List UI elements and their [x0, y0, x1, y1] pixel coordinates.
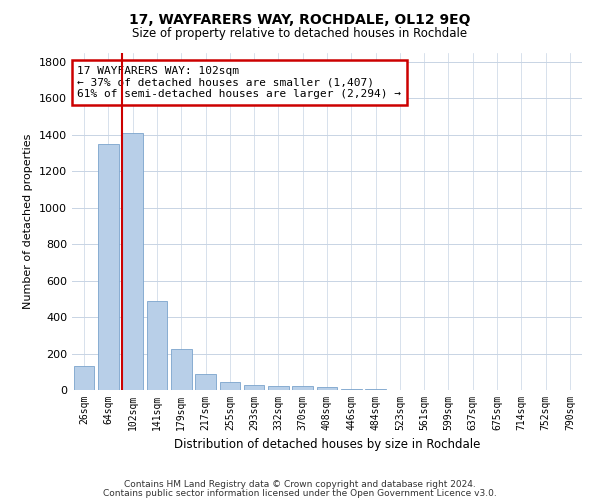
- Bar: [220, 382, 240, 390]
- Bar: [341, 388, 362, 390]
- Bar: [195, 374, 216, 390]
- Bar: [292, 386, 313, 390]
- Bar: [171, 349, 191, 390]
- X-axis label: Distribution of detached houses by size in Rochdale: Distribution of detached houses by size …: [174, 438, 480, 452]
- Text: 17, WAYFARERS WAY, ROCHDALE, OL12 9EQ: 17, WAYFARERS WAY, ROCHDALE, OL12 9EQ: [129, 12, 471, 26]
- Bar: [74, 366, 94, 390]
- Bar: [268, 386, 289, 390]
- Bar: [317, 388, 337, 390]
- Y-axis label: Number of detached properties: Number of detached properties: [23, 134, 34, 309]
- Text: Size of property relative to detached houses in Rochdale: Size of property relative to detached ho…: [133, 28, 467, 40]
- Text: Contains HM Land Registry data © Crown copyright and database right 2024.: Contains HM Land Registry data © Crown c…: [124, 480, 476, 489]
- Bar: [146, 300, 167, 390]
- Bar: [122, 134, 143, 390]
- Bar: [98, 144, 119, 390]
- Bar: [244, 385, 265, 390]
- Text: Contains public sector information licensed under the Open Government Licence v3: Contains public sector information licen…: [103, 488, 497, 498]
- Text: 17 WAYFARERS WAY: 102sqm
← 37% of detached houses are smaller (1,407)
61% of sem: 17 WAYFARERS WAY: 102sqm ← 37% of detach…: [77, 66, 401, 99]
